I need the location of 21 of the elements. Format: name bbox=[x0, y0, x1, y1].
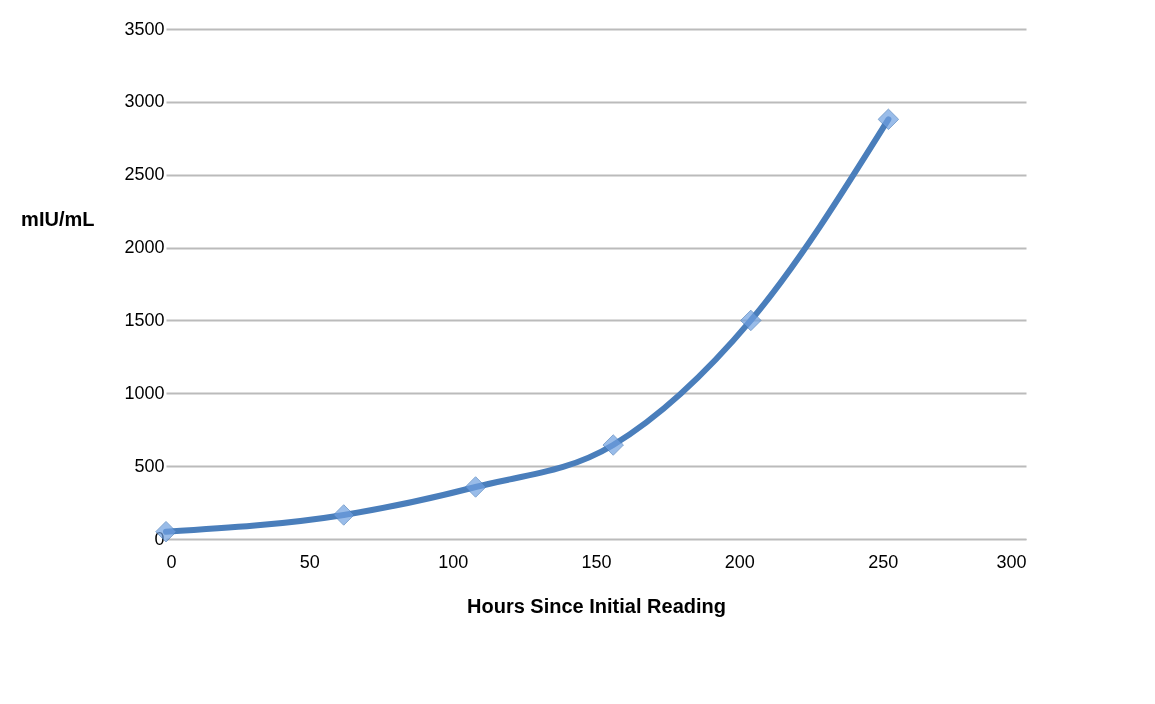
point bbox=[464, 476, 487, 498]
point bbox=[602, 434, 624, 456]
point bbox=[332, 504, 355, 526]
x-tick-label: 200 bbox=[724, 551, 755, 572]
y-tick-label: 1000 bbox=[124, 382, 165, 403]
y-tick-label: 3000 bbox=[124, 91, 165, 112]
point bbox=[740, 309, 762, 332]
x-tick-label: 100 bbox=[438, 551, 469, 572]
y-axis-title: mIU/mL bbox=[21, 207, 95, 230]
y-tick-label: 2000 bbox=[124, 237, 165, 258]
y-tick-label: 500 bbox=[134, 455, 165, 476]
x-tick-label: 250 bbox=[868, 551, 899, 572]
y-tick-label: 3500 bbox=[124, 18, 165, 39]
point bbox=[877, 108, 900, 131]
x-tick-label: 300 bbox=[996, 551, 1027, 572]
x-tick-label: 50 bbox=[299, 551, 320, 572]
y-tick-label: 1500 bbox=[124, 309, 165, 330]
x-tick-label: 150 bbox=[581, 551, 612, 572]
y-tick-label: 0 bbox=[154, 528, 165, 549]
y-tick-label: 2500 bbox=[124, 164, 165, 185]
x-axis-title: Hours Since Initial Reading bbox=[467, 594, 726, 617]
